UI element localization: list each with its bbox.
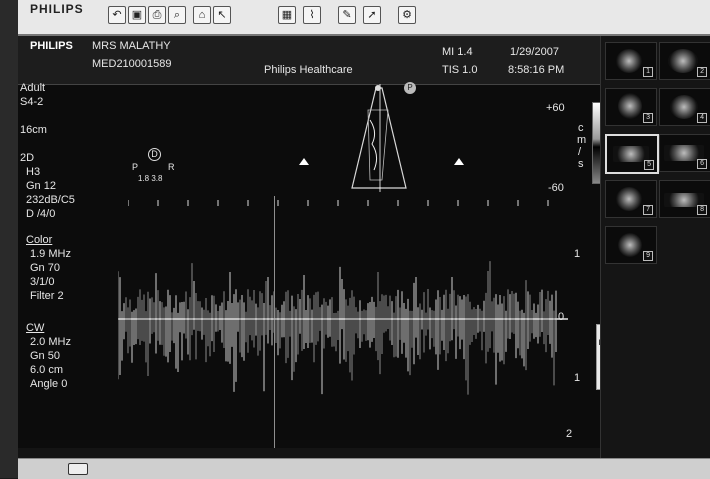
doppler-spectrum — [118, 261, 568, 395]
mode-2d-label: 2D — [20, 152, 35, 164]
tool-save-icon[interactable]: ▣ — [128, 6, 146, 24]
menu-brand: PHILIPS — [30, 2, 84, 16]
color-scale-unit-char: m — [577, 134, 587, 146]
tool-arrow-icon[interactable]: ➚ — [363, 6, 381, 24]
thumbnail[interactable]: 8 — [659, 180, 710, 218]
monitor-frame-left — [0, 0, 18, 478]
tool-print-icon[interactable]: ⎙ — [148, 6, 166, 24]
color-line: Gn 70 — [30, 262, 60, 274]
mode-2d-line: H3 — [26, 166, 41, 178]
tis-value: TIS 1.0 — [442, 64, 478, 76]
cw-line: 2.0 MHz — [30, 336, 71, 348]
velocity-scale-label: 0 — [558, 311, 565, 323]
color-line: Filter 2 — [30, 290, 64, 302]
cw-section-label: CW — [26, 322, 45, 334]
monitor-bottom-bar — [18, 458, 710, 479]
velocity-scale-label: 2 — [566, 428, 573, 440]
thumbnail-number: 8 — [697, 205, 707, 215]
thumbnail-selected[interactable]: 5 — [605, 134, 659, 174]
thumbnail-number: 7 — [643, 205, 653, 215]
tool-settings-icon[interactable]: ⚙ — [398, 6, 416, 24]
color-scale-top: +60 — [546, 102, 565, 114]
focus-marker-icon — [454, 158, 464, 165]
thumbnail-number: 2 — [697, 67, 707, 77]
institution-name: Philips Healthcare — [264, 64, 353, 76]
color-line: 3/1/0 — [30, 276, 55, 288]
tool-grid-icon[interactable]: ▦ — [278, 6, 296, 24]
tool-zoom-icon[interactable]: ⌕ — [168, 6, 186, 24]
screen-bottom-edge — [18, 448, 600, 458]
color-section-label: Color — [26, 234, 53, 246]
ultrasound-screen: PHILIPS MRS MALATHY MED210001589 Philips… — [18, 36, 710, 458]
probe-label: S4-2 — [20, 96, 44, 108]
thumbnail[interactable]: 2 — [659, 42, 710, 80]
thumbnail[interactable]: 1 — [605, 42, 657, 80]
sector-image — [351, 84, 407, 192]
thumbnail[interactable]: 6 — [659, 134, 710, 172]
menu-bar: PHILIPS ↶ ▣ ⎙ ⌕ ⌂ ↖ ▦ ⌇ ✎ ➚ ⚙ — [18, 0, 710, 36]
thumbnail[interactable]: 7 — [605, 180, 657, 218]
orientation-left: P — [132, 162, 139, 172]
preset-label: Adult — [20, 82, 46, 94]
mode-2d-line: Gn 12 — [26, 180, 56, 192]
exam-date: 1/29/2007 — [510, 46, 559, 58]
thumbnail[interactable]: 4 — [659, 88, 710, 126]
color-scale-unit-char: / — [578, 146, 582, 158]
cw-line: Gn 50 — [30, 350, 60, 362]
color-scale-bottom: -60 — [548, 182, 564, 194]
probe-indicator-icon: P — [404, 82, 416, 94]
mode-2d-line: 232dB/C5 — [26, 194, 75, 206]
patient-id: MED210001589 — [92, 58, 172, 70]
orientation-marker: D P R 1.8 3.8 — [128, 148, 188, 188]
thumbnail[interactable]: 3 — [605, 88, 657, 126]
color-scale-unit-char: s — [578, 158, 584, 170]
thumbnail-number: 9 — [643, 251, 653, 261]
velocity-scale-label: 1 — [574, 248, 581, 260]
mi-value: MI 1.4 — [442, 46, 473, 58]
keyboard-icon[interactable] — [68, 463, 88, 475]
orientation-top: D — [148, 148, 161, 161]
header-brand: PHILIPS — [30, 40, 73, 52]
tool-undo-icon[interactable]: ↶ — [108, 6, 126, 24]
depth-tick-row — [128, 200, 549, 206]
thumbnail[interactable]: 9 — [605, 226, 657, 264]
orientation-right: R — [168, 162, 175, 172]
color-scale-unit-char: c — [578, 122, 584, 134]
focus-marker-icon — [299, 158, 309, 165]
velocity-scale-label: 1 — [574, 372, 581, 384]
orientation-values: 1.8 3.8 — [138, 174, 163, 183]
thumbnail-number: 5 — [644, 160, 654, 170]
thumbnail-number: 4 — [697, 113, 707, 123]
thumbnail-number: 1 — [643, 67, 653, 77]
tool-annotate-icon[interactable]: ✎ — [338, 6, 356, 24]
cw-line: Angle 0 — [30, 378, 68, 390]
thumbnail-strip: 1 2 3 4 5 6 7 8 9 — [600, 36, 710, 458]
mode-2d-line: D /4/0 — [26, 208, 56, 220]
header-strip: PHILIPS MRS MALATHY MED210001589 Philips… — [18, 36, 600, 85]
thumbnail-number: 6 — [697, 159, 707, 169]
tool-home-icon[interactable]: ⌂ — [193, 6, 211, 24]
depth-label: 16cm — [20, 124, 47, 136]
color-line: 1.9 MHz — [30, 248, 71, 260]
thumbnail-number: 3 — [643, 113, 653, 123]
cw-line: 6.0 cm — [30, 364, 64, 376]
patient-name: MRS MALATHY — [92, 40, 171, 52]
tool-pointer-icon[interactable]: ↖ — [213, 6, 231, 24]
tool-measure-icon[interactable]: ⌇ — [303, 6, 321, 24]
exam-time: 8:58:16 PM — [508, 64, 565, 76]
